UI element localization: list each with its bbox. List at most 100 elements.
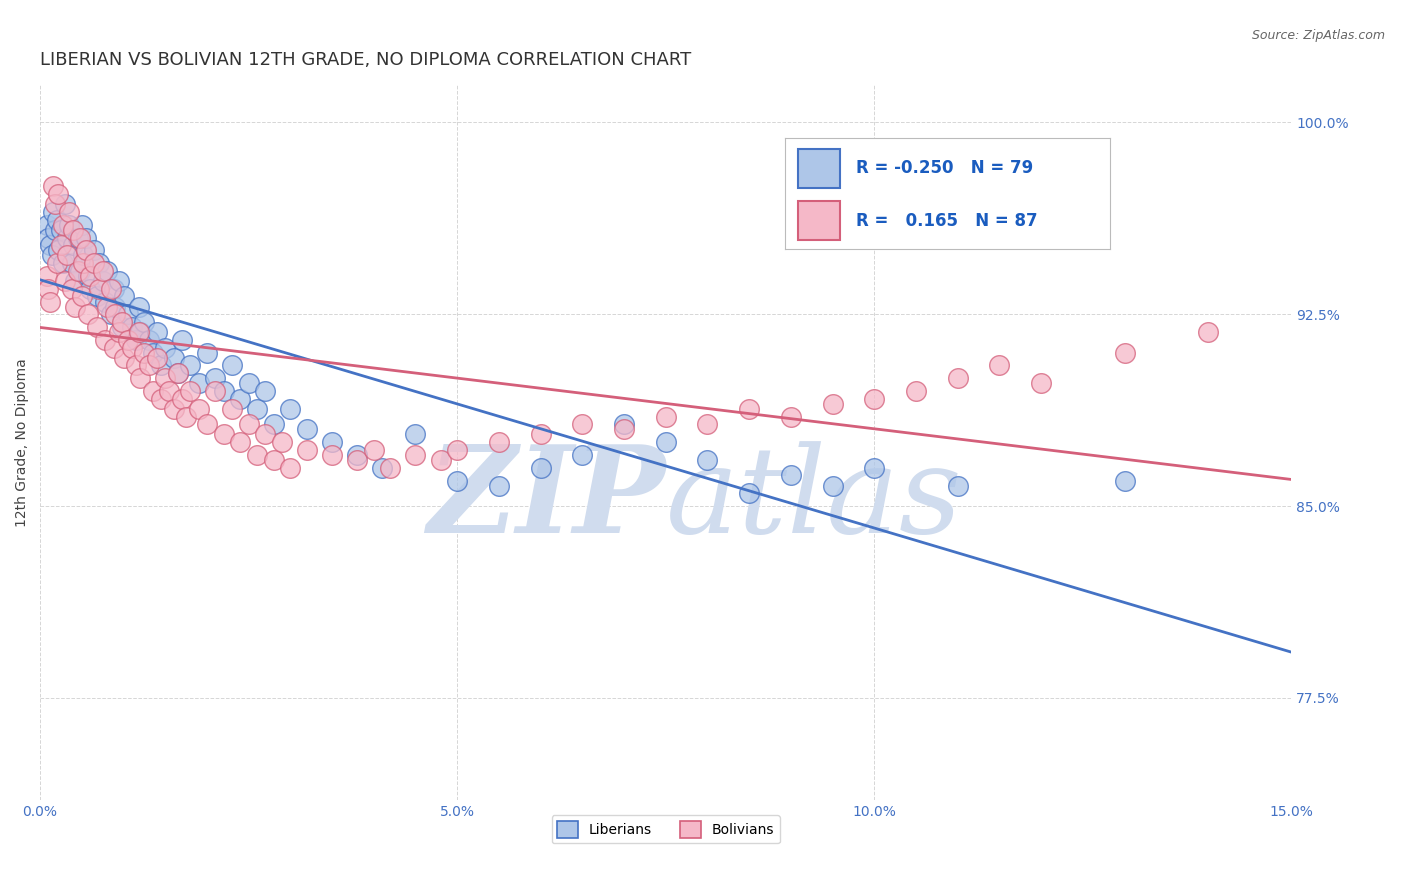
Point — [150, 392, 173, 406]
Point — [142, 345, 165, 359]
Point — [49, 238, 72, 252]
Point — [49, 223, 72, 237]
Point — [613, 422, 636, 436]
Point — [571, 448, 593, 462]
Point — [134, 345, 156, 359]
Point — [696, 417, 718, 432]
Point — [66, 264, 89, 278]
Point — [229, 392, 252, 406]
Point — [91, 264, 114, 278]
Point — [221, 359, 243, 373]
Point — [142, 384, 165, 398]
Point — [346, 453, 368, 467]
Point — [134, 315, 156, 329]
Point — [111, 315, 134, 329]
Point — [1114, 474, 1136, 488]
Point — [87, 282, 110, 296]
Text: atlas: atlas — [665, 441, 963, 558]
Point — [104, 300, 127, 314]
Point — [83, 256, 105, 270]
Point — [321, 448, 343, 462]
Point — [86, 289, 108, 303]
Point — [246, 401, 269, 416]
Text: LIBERIAN VS BOLIVIAN 12TH GRADE, NO DIPLOMA CORRELATION CHART: LIBERIAN VS BOLIVIAN 12TH GRADE, NO DIPL… — [41, 51, 692, 69]
Point — [863, 392, 886, 406]
Point — [72, 248, 94, 262]
Point — [62, 238, 84, 252]
Point — [66, 230, 89, 244]
Point — [263, 417, 285, 432]
Point — [174, 409, 197, 424]
Point — [155, 371, 177, 385]
Point — [738, 486, 761, 500]
Point — [58, 205, 80, 219]
Point — [86, 320, 108, 334]
Point — [79, 268, 101, 283]
Point — [779, 468, 801, 483]
Point — [60, 282, 83, 296]
Point — [488, 435, 510, 450]
Point — [83, 244, 105, 258]
Point — [195, 417, 218, 432]
Point — [128, 300, 150, 314]
Point — [108, 274, 131, 288]
Point — [295, 442, 318, 457]
Point — [39, 238, 62, 252]
Point — [166, 366, 188, 380]
Point — [571, 417, 593, 432]
Point — [117, 333, 139, 347]
Point — [170, 392, 193, 406]
Point — [221, 401, 243, 416]
Text: ZIP: ZIP — [427, 440, 665, 558]
Point — [863, 460, 886, 475]
Legend: Liberians, Bolivians: Liberians, Bolivians — [551, 815, 780, 843]
Point — [70, 289, 93, 303]
Point — [363, 442, 385, 457]
Point — [988, 359, 1011, 373]
Point — [238, 376, 260, 391]
Point — [75, 244, 97, 258]
Point — [1029, 376, 1052, 391]
Point — [52, 218, 75, 232]
Point — [246, 448, 269, 462]
Point — [111, 320, 134, 334]
Point — [146, 351, 169, 365]
Point — [121, 341, 143, 355]
Point — [150, 359, 173, 373]
Point — [63, 300, 86, 314]
Point — [70, 218, 93, 232]
Point — [103, 341, 125, 355]
Point — [35, 268, 58, 283]
Point — [380, 460, 402, 475]
Point — [58, 218, 80, 232]
Point — [39, 294, 62, 309]
Point — [100, 282, 122, 296]
Point — [204, 371, 226, 385]
Point — [155, 341, 177, 355]
Point — [821, 478, 844, 492]
Point — [166, 366, 188, 380]
Point — [112, 351, 135, 365]
Point — [613, 417, 636, 432]
Point — [187, 376, 209, 391]
Point — [254, 384, 277, 398]
Point — [96, 264, 118, 278]
Point — [35, 218, 58, 232]
Point — [138, 333, 160, 347]
Y-axis label: 12th Grade, No Diploma: 12th Grade, No Diploma — [15, 358, 30, 526]
Point — [212, 427, 235, 442]
Point — [53, 274, 76, 288]
Point — [738, 401, 761, 416]
Point — [63, 274, 86, 288]
Point — [346, 448, 368, 462]
Point — [129, 325, 152, 339]
Point — [529, 427, 551, 442]
Point — [946, 371, 969, 385]
Point — [204, 384, 226, 398]
Point — [212, 384, 235, 398]
Point — [321, 435, 343, 450]
Point — [94, 333, 117, 347]
Point — [162, 351, 184, 365]
Point — [48, 187, 70, 202]
Point — [371, 460, 394, 475]
